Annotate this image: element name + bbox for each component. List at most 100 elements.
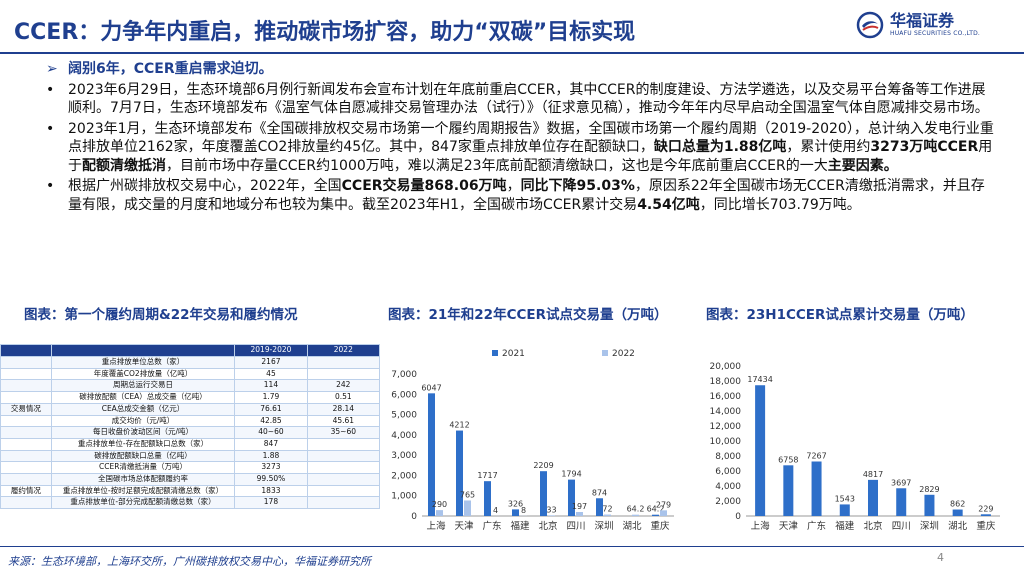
paragraph-3-emphasis: 4.54亿吨 — [637, 196, 700, 213]
bar-2021 — [428, 393, 435, 516]
table-cell: 全国碳市场总体配额履约率 — [50, 473, 236, 486]
table-cell — [306, 496, 381, 510]
x-tick-label: 重庆 — [976, 520, 996, 532]
bar-2021 — [512, 509, 519, 516]
bar-2021 — [596, 498, 603, 516]
table-row: 履约情况 重点排放单位-按时足额完成配额清缴总数（家） 1833 — [0, 484, 381, 498]
bar-2021 — [484, 481, 491, 516]
data-label: 326 — [508, 499, 523, 508]
data-label: 72 — [602, 505, 612, 514]
bar — [755, 385, 766, 516]
paragraph-3-text: ， — [506, 178, 521, 194]
paragraph-1-text: 2023年6月29日，生态环境部6月例行新闻发布会宣布计划在年底前重启CCER，… — [68, 81, 989, 117]
data-label: 4 — [493, 506, 498, 515]
table-cell — [0, 356, 52, 369]
table-cell — [306, 367, 381, 381]
bar-2022 — [604, 514, 611, 516]
bar — [839, 504, 850, 516]
table-cell: 成交均价（元/吨） — [50, 414, 236, 428]
data-label: 1543 — [835, 494, 855, 503]
bullet-paragraph-2: • 2023年1月，生态环境部发布《全国碳排放权交易市场第一个履约周期报告》数据… — [46, 120, 996, 176]
x-tick-label: 湖北 — [622, 521, 642, 532]
x-tick-label: 天津 — [454, 521, 474, 532]
table-header-cell: 2022 — [306, 344, 381, 357]
y-tick-label: 6,000 — [715, 467, 741, 477]
x-tick-label: 广东 — [807, 520, 826, 532]
bar-2022 — [464, 500, 471, 516]
legend-swatch — [492, 350, 498, 356]
data-label: 4212 — [449, 421, 469, 430]
table-cell: CEA总成交金额（亿元） — [50, 402, 236, 416]
paragraph-2-text: 用于 — [68, 139, 993, 174]
y-tick-label: 4,000 — [391, 431, 417, 441]
y-tick-label: 20,000 — [710, 362, 742, 372]
table-header-row: 2019-2020 2022 — [0, 344, 381, 357]
data-label: 197 — [572, 502, 587, 511]
x-tick-label: 湖北 — [948, 521, 968, 532]
table-cell — [306, 461, 381, 475]
bar-2021 — [568, 479, 575, 516]
title-underline — [0, 52, 1024, 54]
data-label: 6047 — [421, 383, 441, 392]
table-row: 重点排放单位-部分完成配额清缴总数（家） 178 — [0, 496, 381, 510]
headline-text: 阔别6年，CCER重启需求迫切。 — [68, 61, 273, 77]
slide-title: CCER：力争年内重启，推动碳市场扩容，助力“双碳”目标实现 — [14, 20, 636, 45]
y-tick-label: 4,000 — [715, 482, 741, 492]
source-note: 来源：生态环境部，上海环交所，广州碳排放权交易中心，华福证券研究所 — [8, 555, 371, 568]
paragraph-3-emphasis: CCER交易量868.06万吨 — [341, 178, 507, 194]
table-cell: 重点排放单位-按时足额完成配额清缴总数（家） — [50, 484, 236, 498]
table-cell — [0, 367, 52, 381]
chart1-section-title: 图表：21年和22年CCER试点交易量（万吨） — [388, 307, 668, 323]
x-tick-label: 北京 — [863, 520, 882, 532]
bullet-dot-icon: • — [46, 81, 55, 98]
paragraph-3-emphasis: 同比下降95.03% — [520, 178, 635, 194]
table-cell: 碳排放配额（CEA）总成交量（亿吨） — [50, 391, 236, 404]
table-cell: 28.14 — [306, 402, 381, 416]
bullet-dot-icon: • — [46, 120, 55, 137]
table-cell: 40~60 — [234, 426, 308, 439]
x-tick-label: 上海 — [426, 520, 446, 532]
table-cell: 45 — [234, 367, 308, 381]
data-label: 862 — [950, 500, 965, 509]
table-header-cell — [0, 344, 52, 357]
table-row: 全国碳市场总体配额履约率 99.50% — [0, 473, 381, 486]
pilot-volume-chart-2021-2022: 0 1,000 2,000 3,000 4,000 5,000 6,000 7,000 2021… — [391, 349, 674, 532]
data-label: 64.2 — [647, 505, 665, 514]
data-label: 3697 — [891, 478, 911, 487]
footer-divider — [0, 546, 1024, 547]
table-cell: 周期总运行交易日 — [50, 379, 236, 393]
table-row: 每日收盘价波动区间（元/吨） 40~60 35~60 — [0, 426, 381, 439]
x-tick-label: 福建 — [510, 520, 530, 532]
x-tick-label: 深圳 — [594, 521, 613, 532]
table-cell: 114 — [234, 379, 308, 393]
y-tick-label: 8,000 — [715, 452, 741, 462]
y-tick-label: 12,000 — [710, 422, 742, 432]
company-logo: 华福证券 HUAFU SECURITIES CO.,LTD. — [856, 8, 1006, 42]
table-section-title: 图表：第一个履约周期&22年交易和履约情况 — [24, 307, 298, 323]
paragraph-2-emphasis: 配额清缴抵消 — [82, 157, 166, 174]
table-cell: 42.85 — [234, 414, 308, 428]
paragraph-2-emphasis: 主要因素。 — [827, 157, 898, 174]
logo-icon — [856, 11, 884, 39]
table-cell: 242 — [306, 379, 381, 393]
legend-label: 2022 — [612, 349, 635, 359]
x-tick-label: 上海 — [751, 520, 771, 532]
bar — [952, 509, 963, 516]
paragraph-2-text: ，累计使用约 — [786, 139, 871, 155]
table-body: 重点排放单位总数（家） 2167 年度覆盖CO2排放量（亿吨） 45 周期总运行交易日 1… — [0, 356, 381, 510]
x-tick-label: 北京 — [538, 520, 557, 532]
paragraph-3-text: 根据广州碳排放权交易中心，2022年，全国 — [68, 178, 342, 194]
data-label: 17434 — [747, 375, 772, 384]
x-tick-label: 深圳 — [920, 521, 939, 532]
bar-2022 — [576, 512, 583, 516]
paragraph-3-text: ，原因系22年全国碳市场无CCER清缴抵消需求，并且存量有限，成交量的月度和地域… — [68, 178, 985, 213]
table-cell: 2167 — [234, 356, 308, 369]
data-label: 1794 — [561, 470, 581, 479]
bar — [868, 479, 878, 516]
table-header-cell: 2019-2020 — [234, 344, 308, 357]
data-label: 6758 — [778, 455, 798, 464]
legend-label: 2021 — [502, 349, 525, 359]
bar-2022 — [660, 510, 667, 516]
table-row: CCER清缴抵消量（万吨） 3273 — [0, 461, 381, 475]
data-label: 8 — [521, 506, 526, 515]
